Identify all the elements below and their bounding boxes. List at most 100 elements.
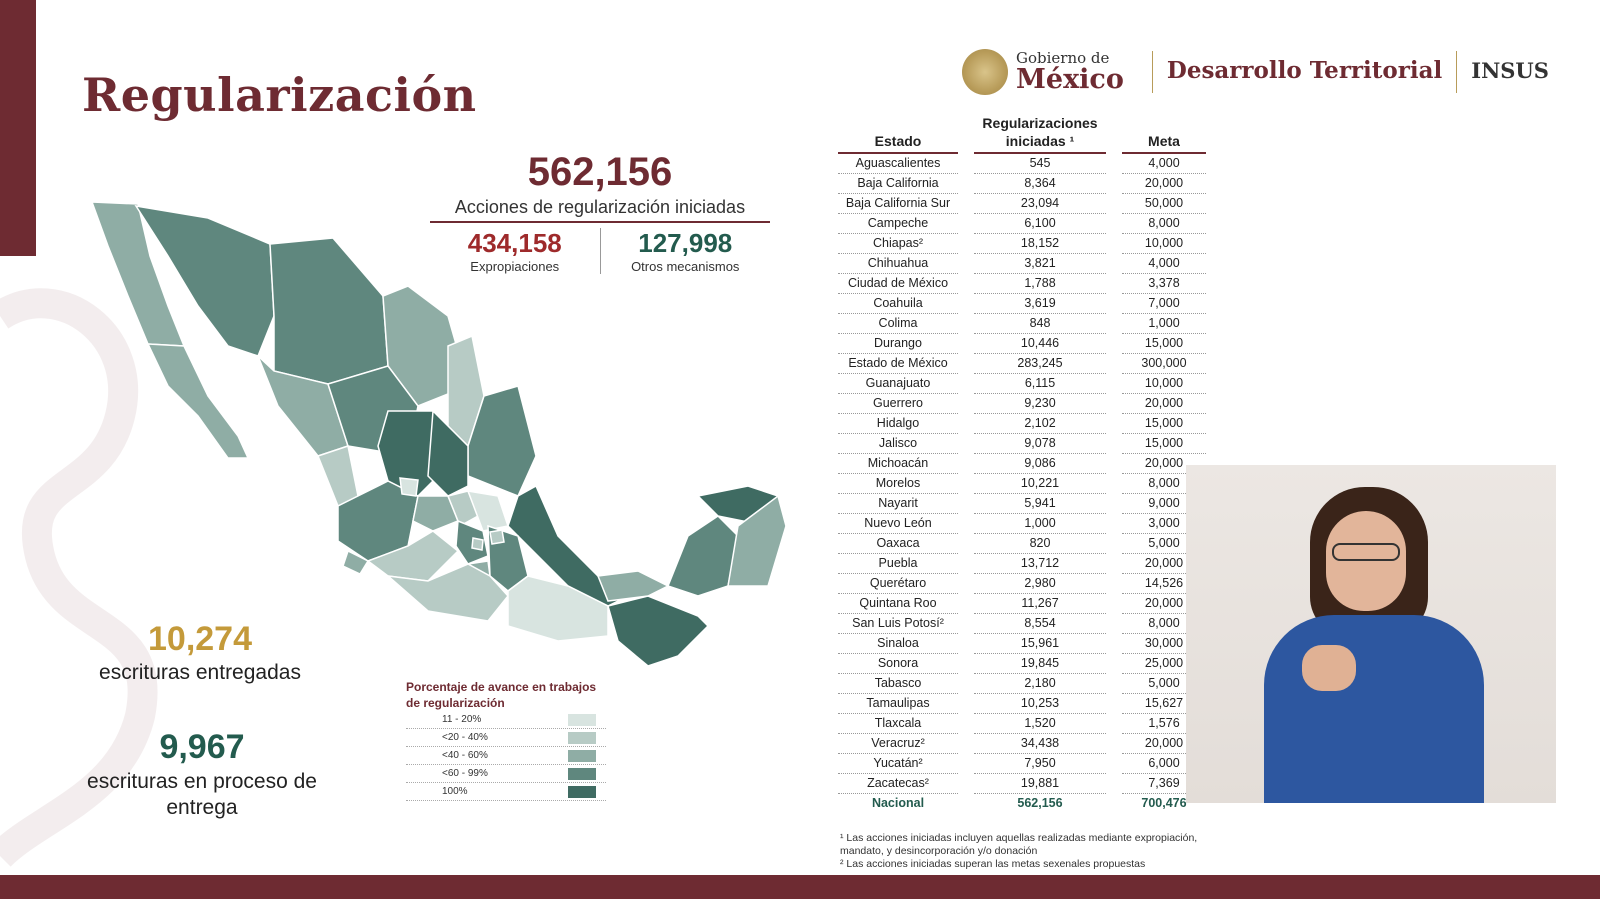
row-meta: 6,000 [1122,754,1206,774]
row-meta: 3,000 [1122,514,1206,534]
table-row: Colima 848 1,000 [838,314,1218,334]
row-estado: Chiapas² [838,234,958,254]
legend-swatch [568,786,596,799]
legend-item: <60 - 99% [406,765,606,784]
interpreter-hand [1302,645,1356,691]
row-meta: 3,378 [1122,274,1206,294]
map-region-nayarit [317,445,359,508]
row-meta: 7,369 [1122,774,1206,794]
table-row: Puebla 13,712 20,000 [838,554,1218,574]
row-meta: 20,000 [1122,554,1206,574]
row-regularizaciones: 6,115 [974,374,1106,394]
row-estado: Morelos [838,474,958,494]
total-actions: 562,156 Acciones de regularización inici… [430,150,770,223]
map-region-guerrero [385,563,509,622]
row-estado: Baja California Sur [838,194,958,214]
header-meta: Meta [1122,133,1206,154]
footnote-2: ² Las acciones iniciadas superan las met… [840,858,1146,871]
row-estado: Zacatecas² [838,774,958,794]
legend-item: 11 - 20% [406,711,606,730]
row-regularizaciones: 18,152 [974,234,1106,254]
row-estado: Tamaulipas [838,694,958,714]
row-estado: Guanajuato [838,374,958,394]
header-logos: Gobierno de México Desarrollo Territoria… [962,42,1549,102]
logo-divider [1151,51,1153,93]
table-row: Chihuahua 3,821 4,000 [838,254,1218,274]
legend-item: <20 - 40% [406,729,606,748]
row-estado: Guerrero [838,394,958,414]
row-regularizaciones: 9,086 [974,454,1106,474]
row-meta: 20,000 [1122,454,1206,474]
row-meta: 5,000 [1122,674,1206,694]
row-regularizaciones: 23,094 [974,194,1106,214]
row-estado: Coahuila [838,294,958,314]
row-regularizaciones: 283,245 [974,354,1106,374]
otros-block: 127,998 Otros mecanismos [599,228,771,274]
gobierno-line2: México [1016,64,1124,95]
legend-item: 100% [406,783,606,802]
row-regularizaciones: 34,438 [974,734,1106,754]
footnote-1: ¹ Las acciones iniciadas incluyen aquell… [840,832,1198,858]
proceso-number: 9,967 [159,728,245,766]
insus-logo: INSUS [1471,60,1549,84]
row-estado: Nayarit [838,494,958,514]
escrituras-proceso: 9,967 escrituras en proceso de entrega [62,728,342,822]
row-estado: Sonora [838,654,958,674]
otros-number: 127,998 [638,228,733,258]
row-meta: 20,000 [1122,594,1206,614]
row-meta: 50,000 [1122,194,1206,214]
row-regularizaciones: 2,180 [974,674,1106,694]
map-region-campeche [667,515,739,597]
row-meta: 10,000 [1122,374,1206,394]
map-region-quintana-roo [727,494,787,587]
map-region-chiapas [607,595,710,667]
row-estado: Colima [838,314,958,334]
row-estado: Querétaro [838,574,958,594]
row-estado: Jalisco [838,434,958,454]
gobierno-line1: Gobierno de [1016,49,1110,67]
entregadas-number: 10,274 [148,620,252,658]
row-regularizaciones: 13,712 [974,554,1106,574]
table-row: San Luis Potosí² 8,554 8,000 [838,614,1218,634]
total-number: 562,156 [527,150,673,194]
table-row: Sinaloa 15,961 30,000 [838,634,1218,654]
table-row: Tamaulipas 10,253 15,627 [838,694,1218,714]
row-regularizaciones: 11,267 [974,594,1106,614]
otros-label: Otros mecanismos [631,259,740,274]
table-row: Yucatán² 7,950 6,000 [838,754,1218,774]
entregadas-label: escrituras entregadas [99,661,301,684]
row-estado: Veracruz² [838,734,958,754]
row-regularizaciones: 19,881 [974,774,1106,794]
total-estado: Nacional [871,796,925,810]
row-estado: Quintana Roo [838,594,958,614]
table-row: Baja California 8,364 20,000 [838,174,1218,194]
table-total-row: Nacional 562,156 700,476 [838,794,1218,814]
row-estado: Oaxaca [838,534,958,554]
row-meta: 10,000 [1122,234,1206,254]
row-regularizaciones: 9,230 [974,394,1106,414]
footnotes: ¹ Las acciones iniciadas incluyen aquell… [840,832,1210,871]
table-row: Morelos 10,221 8,000 [838,474,1218,494]
map-region-aguascalientes [399,477,419,497]
legend-swatch [568,714,596,727]
table-row: Tabasco 2,180 5,000 [838,674,1218,694]
table-row: Durango 10,446 15,000 [838,334,1218,354]
sign-language-interpreter-video [1186,465,1556,803]
row-regularizaciones: 5,941 [974,494,1106,514]
row-regularizaciones: 8,554 [974,614,1106,634]
map-region-tabasco [596,570,670,602]
map-region-baja-sur [146,343,250,459]
row-meta: 4,000 [1122,254,1206,274]
map-region-colima [342,549,370,575]
table-header: Estado Regularizaciones iniciadas ¹ Meta [838,115,1218,154]
row-meta: 8,000 [1122,214,1206,234]
row-estado: Durango [838,334,958,354]
table-row: Michoacán 9,086 20,000 [838,454,1218,474]
row-meta: 8,000 [1122,474,1206,494]
legend-item-label: <40 - 60% [442,750,488,762]
table-row: Oaxaca 820 5,000 [838,534,1218,554]
row-meta: 25,000 [1122,654,1206,674]
estado-table: Estado Regularizaciones iniciadas ¹ Meta… [838,115,1218,814]
row-meta: 7,000 [1122,294,1206,314]
header-regularizaciones: Regularizaciones iniciadas ¹ [974,115,1106,154]
